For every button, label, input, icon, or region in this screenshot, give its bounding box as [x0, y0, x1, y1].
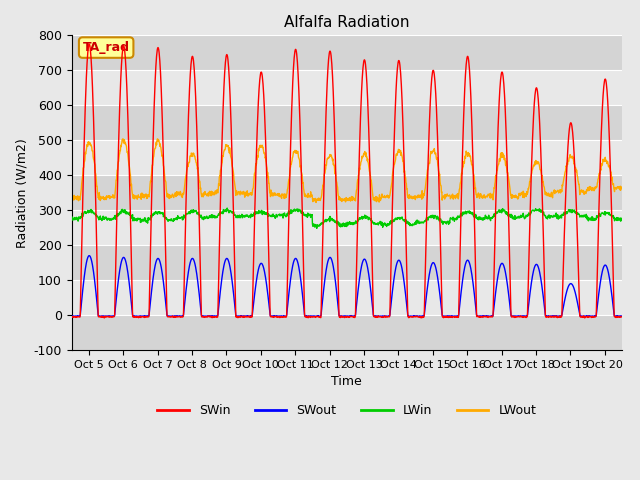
SWin — [323, 98, 330, 104]
Text: TA_rad: TA_rad — [83, 41, 130, 54]
SWout — [308, 314, 316, 320]
Title: Alfalfa Radiation: Alfalfa Radiation — [284, 15, 410, 30]
LWout — [333, 180, 340, 186]
Line: LWout: LWout — [72, 139, 621, 203]
LWin — [223, 205, 231, 211]
SWin — [100, 315, 108, 321]
LWin — [154, 211, 161, 217]
Bar — [72, 70, 622, 105]
Bar — [72, 245, 622, 280]
SWout — [68, 313, 76, 319]
SWin — [68, 314, 76, 320]
LWout — [323, 162, 330, 168]
LWin — [313, 226, 321, 231]
Bar — [72, 315, 622, 350]
SWin — [557, 314, 565, 320]
SWin — [154, 45, 162, 51]
SWin — [85, 41, 93, 47]
LWin — [611, 216, 619, 222]
SWout — [333, 291, 340, 297]
LWout — [611, 185, 619, 191]
LWout — [557, 188, 565, 193]
SWin — [618, 314, 625, 320]
SWout — [611, 313, 619, 319]
SWout — [154, 255, 162, 261]
LWout — [477, 191, 484, 197]
LWout — [68, 193, 76, 199]
SWin — [477, 314, 484, 320]
Legend: SWin, SWout, LWin, LWout: SWin, SWout, LWin, LWout — [152, 399, 541, 422]
LWin — [477, 216, 484, 221]
LWout — [618, 184, 625, 190]
SWout — [618, 313, 625, 319]
SWin — [333, 215, 340, 221]
Line: LWin: LWin — [72, 208, 621, 228]
Y-axis label: Radiation (W/m2): Radiation (W/m2) — [15, 138, 28, 248]
Bar — [72, 105, 622, 140]
SWout — [323, 265, 330, 271]
LWout — [312, 200, 320, 205]
SWout — [557, 313, 565, 319]
LWin — [68, 215, 76, 221]
Bar — [72, 210, 622, 245]
Line: SWout: SWout — [72, 256, 621, 317]
SWout — [85, 253, 93, 259]
Line: SWin: SWin — [72, 44, 621, 318]
LWin — [323, 216, 330, 222]
Bar — [72, 280, 622, 315]
LWin — [557, 215, 565, 221]
LWin — [618, 217, 625, 223]
SWin — [611, 313, 619, 319]
LWout — [154, 138, 162, 144]
LWout — [119, 136, 127, 142]
LWin — [333, 218, 340, 224]
Bar — [72, 36, 622, 70]
Bar — [72, 175, 622, 210]
SWout — [477, 313, 484, 319]
Bar — [72, 140, 622, 175]
X-axis label: Time: Time — [332, 375, 362, 388]
